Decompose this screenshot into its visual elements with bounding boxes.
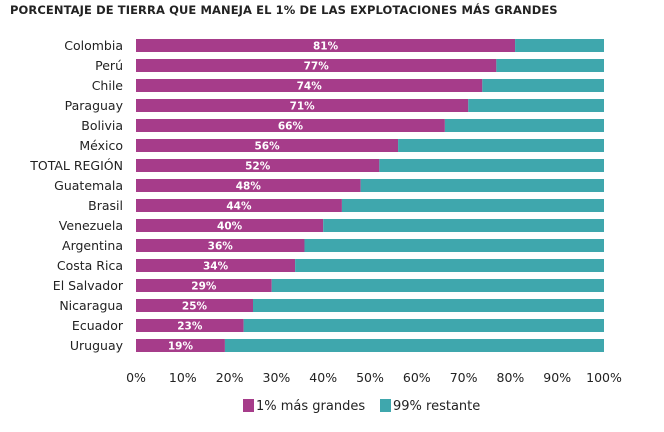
bar-primary-guatemala (136, 179, 361, 192)
x-tick-label-100-pct: 100% (586, 370, 622, 385)
bar-primary-ecuador (136, 319, 244, 332)
category-label-total-region: TOTAL REGIÓN (29, 158, 123, 173)
data-label-guatemala: 48% (236, 180, 262, 192)
data-label-venezuela: 40% (217, 220, 243, 232)
bar-remainder-argentina (304, 239, 604, 252)
x-tick-label-90-pct: 90% (543, 370, 571, 385)
x-tick-label-60-pct: 60% (403, 370, 431, 385)
category-label-nicaragua: Nicaragua (59, 298, 123, 313)
data-label-paraguay: 71% (290, 100, 316, 112)
bar-remainder-chile (482, 79, 604, 92)
x-tick-label-30-pct: 30% (263, 370, 291, 385)
data-label-colombia: 81% (313, 40, 339, 52)
data-label-argentina: 36% (208, 240, 234, 252)
category-label-bolivia: Bolivia (81, 118, 123, 133)
bar-primary-colombia (136, 39, 516, 52)
data-label-chile: 74% (297, 80, 323, 92)
category-labels: Colombia Perú Chile Paraguay Bolivia México TO… (29, 38, 124, 353)
category-label-argentina: Argentina (62, 238, 123, 253)
bar-remainder-nicaragua (253, 299, 604, 312)
bar-remainder-uruguay (224, 339, 605, 352)
category-label-mexico: México (79, 138, 123, 153)
bar-primary-mexico (136, 139, 399, 152)
x-tick-label-50-pct: 50% (356, 370, 384, 385)
bar-remainder-mexico (398, 139, 604, 152)
bar-primary-paraguay (136, 99, 469, 112)
legend-label-99-restante: 99% restante (393, 399, 480, 414)
bar-primary-bolivia (136, 119, 445, 132)
x-tick-label-20-pct: 20% (216, 370, 244, 385)
bar-remainder-venezuela (323, 219, 604, 232)
category-label-colombia: Colombia (64, 38, 123, 53)
bar-remainder-ecuador (243, 319, 604, 332)
bar-remainder-bolivia (444, 119, 604, 132)
legend-label-1-mas-grandes: 1% más grandes (256, 399, 365, 414)
bar-primary-el-salvador (136, 279, 272, 292)
category-label-el-salvador: El Salvador (53, 278, 124, 293)
bar-remainder-guatemala (360, 179, 604, 192)
bar-remainder-costa-rica (295, 259, 604, 272)
category-label-ecuador: Ecuador (72, 318, 124, 333)
x-tick-label-0-pct: 0% (126, 370, 146, 385)
bar-primary-uruguay (136, 339, 225, 352)
bar-remainder-total-region (379, 159, 604, 172)
data-label-ecuador: 23% (177, 320, 203, 332)
bar-primary-venezuela (136, 219, 324, 232)
data-label-nicaragua: 25% (182, 300, 208, 312)
category-label-paraguay: Paraguay (65, 98, 124, 113)
chart-title: PORCENTAJE DE TIERRA QUE MANEJA EL 1% DE… (10, 3, 558, 17)
data-label-brasil: 44% (226, 200, 252, 212)
bar-remainder-colombia (515, 39, 604, 52)
data-label-bolivia: 66% (278, 120, 304, 132)
bar-primary-costa-rica (136, 259, 296, 272)
x-tick-label-80-pct: 80% (497, 370, 525, 385)
category-label-venezuela: Venezuela (59, 218, 123, 233)
category-label-brasil: Brasil (88, 198, 123, 213)
bar-primary-chile (136, 79, 483, 92)
data-label-mexico: 56% (254, 140, 280, 152)
data-label-uruguay: 19% (168, 340, 194, 352)
x-tick-label-70-pct: 70% (450, 370, 478, 385)
bar-remainder-paraguay (468, 99, 604, 112)
data-label-el-salvador: 29% (191, 280, 217, 292)
bar-remainder-peru (496, 59, 604, 72)
bar-remainder-el-salvador (271, 279, 604, 292)
data-label-peru: 77% (304, 60, 330, 72)
bar-primary-argentina (136, 239, 305, 252)
x-tick-label-10-pct: 10% (169, 370, 197, 385)
category-label-chile: Chile (92, 78, 124, 93)
bar-primary-nicaragua (136, 299, 253, 312)
category-label-uruguay: Uruguay (70, 338, 124, 353)
bar-primary-brasil (136, 199, 342, 212)
x-tick-label-40-pct: 40% (309, 370, 337, 385)
x-axis: 0% 10% 20% 30% 40% 50% 60% 70% 80% 90% 100% (126, 370, 622, 385)
category-label-peru: Perú (95, 58, 123, 73)
category-label-costa-rica: Costa Rica (57, 258, 123, 273)
bar-primary-peru (136, 59, 497, 72)
data-label-costa-rica: 34% (203, 260, 229, 272)
bar-primary-total-region (136, 159, 380, 172)
data-label-total-region: 52% (245, 160, 271, 172)
bars-group: 81% 77% 74% 71% 66% 56% 52% 48% 44% 40% 36% 34% 29% 2… (136, 39, 605, 352)
bar-remainder-brasil (341, 199, 604, 212)
category-label-guatemala: Guatemala (54, 178, 123, 193)
legend-swatch-1-mas-grandes (243, 399, 254, 412)
legend: 1% más grandes 99% restante (243, 399, 480, 414)
legend-swatch-99-restante (380, 399, 391, 412)
